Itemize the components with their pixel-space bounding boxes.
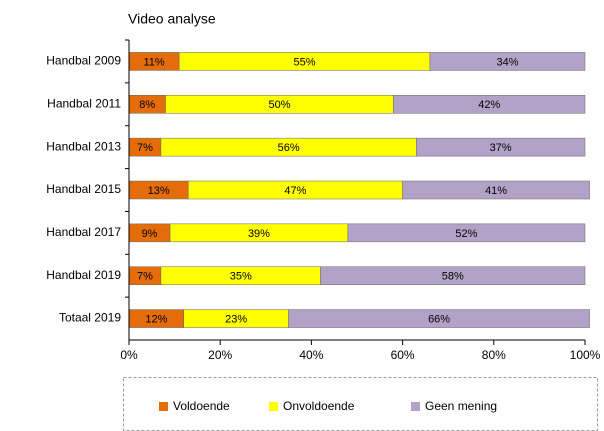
data-label: 7% (137, 271, 153, 283)
legend-label: Onvoldoende (283, 399, 355, 413)
x-tick-label: 0% (120, 348, 138, 362)
legend-label: Voldoende (173, 399, 230, 413)
data-label: 66% (428, 313, 450, 325)
x-tick-label: 20% (208, 348, 232, 362)
x-tick-label: 80% (482, 348, 506, 362)
data-label: 8% (139, 99, 155, 111)
data-label: 35% (230, 271, 252, 283)
bar-segment (320, 266, 586, 285)
legend-swatch (269, 402, 278, 411)
data-label: 55% (294, 56, 316, 68)
data-label: 39% (248, 228, 270, 240)
legend-swatch (411, 402, 420, 411)
bar-segment (416, 137, 586, 157)
legend-box (123, 377, 598, 431)
bar-segment (429, 52, 586, 71)
x-tick-label: 100% (570, 348, 601, 362)
y-tick-label: Handbal 2009 (46, 54, 121, 68)
data-label: 47% (284, 185, 306, 197)
data-label: 50% (268, 99, 290, 111)
data-label: 7% (137, 142, 153, 154)
data-label: 9% (142, 228, 158, 240)
data-label: 13% (148, 185, 170, 197)
bar-segment (288, 309, 590, 328)
y-tick-label: Handbal 2015 (46, 182, 121, 196)
x-tick-label: 40% (299, 348, 323, 362)
data-label: 37% (490, 142, 512, 154)
bar-segment (402, 180, 590, 200)
data-label: 11% (143, 56, 164, 68)
data-label: 42% (478, 99, 500, 111)
data-label: 56% (278, 142, 300, 154)
y-tick-label: Handbal 2017 (46, 225, 121, 239)
data-label: 41% (485, 185, 507, 197)
bar-segment (347, 223, 586, 243)
legend-swatch (159, 402, 168, 411)
data-label: 23% (225, 313, 247, 325)
y-tick-label: Handbal 2013 (46, 139, 121, 153)
data-label: 12% (145, 313, 167, 325)
data-label: 52% (455, 228, 477, 240)
y-tick-label: Handbal 2011 (47, 96, 121, 110)
x-tick-label: 60% (391, 348, 415, 362)
y-tick-label: Handbal 2019 (46, 268, 121, 282)
legend-label: Geen mening (425, 399, 497, 413)
bar-segment (393, 95, 586, 114)
data-label: 58% (442, 271, 464, 283)
data-label: 34% (496, 56, 518, 68)
y-tick-label: Totaal 2019 (59, 311, 121, 325)
chart-title: Video analyse (128, 11, 216, 27)
